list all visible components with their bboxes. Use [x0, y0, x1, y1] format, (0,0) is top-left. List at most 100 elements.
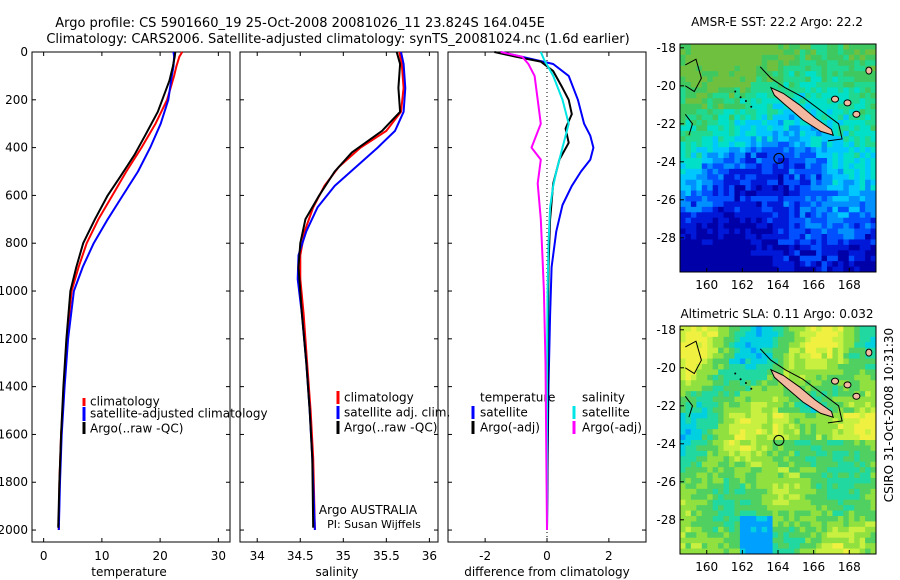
sla-map-cell	[767, 336, 774, 343]
sst-map-cell	[729, 201, 736, 208]
sla-map-cell	[816, 423, 823, 430]
sla-map-cell	[729, 537, 736, 544]
sla-map-cell	[848, 537, 855, 544]
sst-map-cell	[778, 244, 785, 251]
sst-map-cell	[739, 141, 746, 148]
sla-map-cell	[756, 445, 763, 452]
sla-map-cell	[848, 326, 855, 333]
sst-map-cell	[772, 109, 779, 116]
sst-map-cell	[832, 266, 839, 272]
sla-map-cell	[805, 385, 812, 392]
sst-map-cell	[799, 174, 806, 181]
sst-map-cell	[729, 266, 736, 272]
sst-map-cell	[690, 255, 697, 262]
sst-map-cell	[723, 109, 730, 116]
sla-map-cell	[685, 402, 692, 409]
sst-map-cell	[750, 136, 757, 143]
sst-map-cell	[854, 152, 861, 159]
sst-map-cell	[859, 147, 866, 154]
sla-map-cell	[810, 505, 817, 512]
sst-map-cell	[843, 65, 850, 72]
sla-map-cell	[734, 336, 741, 343]
sla-map-cell	[865, 461, 872, 468]
sst-map-cell	[827, 82, 834, 89]
sla-map-cell	[772, 326, 779, 333]
sla-map-cell	[837, 543, 844, 550]
sla-map-cell	[729, 364, 736, 371]
sla-map-cell	[859, 440, 866, 447]
sla-map-cell	[799, 467, 806, 474]
sst-map-cell	[799, 234, 806, 241]
sst-map-cell	[696, 201, 703, 208]
sla-map-cell	[761, 494, 768, 501]
sst-map-cell	[739, 266, 746, 272]
sla-map-cell	[799, 488, 806, 495]
sla-map-cell	[859, 548, 866, 554]
sla-map-cell	[783, 440, 790, 447]
sst-map-cell	[729, 65, 736, 72]
sla-map-cell	[767, 358, 774, 365]
sla-map-cell	[859, 358, 866, 365]
sla-map-cell	[810, 488, 817, 495]
sst-map-lagoon-contour	[759, 66, 843, 142]
sla-map-cell	[837, 461, 844, 468]
sla-map-cell	[690, 434, 697, 441]
sla-map-cell	[772, 385, 779, 392]
sla-map-cell	[718, 429, 725, 436]
sla-map-cell	[788, 516, 795, 523]
sst-map-cell	[865, 103, 872, 110]
sst-map-cell	[832, 223, 839, 230]
sla-map-cell	[701, 461, 708, 468]
sst-map-cell	[690, 212, 697, 219]
sst-map-cell	[680, 239, 687, 246]
sst-map-cell	[859, 92, 866, 99]
sst-map-cell	[712, 141, 719, 148]
sla-map-cell	[854, 548, 861, 554]
sla-map-cell	[848, 418, 855, 425]
sla-map-cell	[794, 336, 801, 343]
sla-map-cell	[761, 488, 768, 495]
sst-map-cell	[761, 196, 768, 203]
sla-map-cell	[767, 380, 774, 387]
sla-map-cell	[843, 461, 850, 468]
sla-map-cell	[680, 478, 687, 485]
sla-map-cell	[816, 548, 823, 554]
sla-map-cell	[788, 336, 795, 343]
sst-map-cell	[848, 141, 855, 148]
sst-map-cell	[734, 179, 741, 186]
sst-map-cell	[870, 60, 876, 67]
sst-map-cell	[723, 244, 730, 251]
sst-map-cell	[712, 103, 719, 110]
sla-map-cell	[723, 434, 730, 441]
sst-map-cell	[799, 206, 806, 213]
sst-map-cell	[859, 196, 866, 203]
sst-map-cell	[854, 266, 861, 272]
sla-map-cell	[832, 396, 839, 403]
sst-map-cell	[712, 130, 719, 137]
sst-map-cell	[848, 65, 855, 72]
sst-map-cell	[805, 136, 812, 143]
sst-map-cell	[848, 163, 855, 170]
sst-map-cell	[816, 158, 823, 165]
sla-map-cell	[690, 494, 697, 501]
sla-map-cell	[701, 407, 708, 414]
sla-map-cell	[865, 336, 872, 343]
sla-map-cell	[701, 353, 708, 360]
salinity-xtick-label: 35	[336, 549, 351, 563]
sla-map-cell	[723, 505, 730, 512]
sst-map-cell	[712, 136, 719, 143]
sst-map-cell	[854, 255, 861, 262]
sla-map-cell	[701, 478, 708, 485]
sst-map-cell	[788, 71, 795, 78]
sla-map-cell	[767, 429, 774, 436]
sla-map-cell	[854, 326, 861, 333]
sst-map-cell	[680, 217, 687, 224]
sla-map-cell	[778, 494, 785, 501]
sst-map-cell	[805, 87, 812, 94]
sla-map-lat-tick-label: -28	[656, 513, 676, 527]
sla-map-cell	[685, 505, 692, 512]
sla-map-cell	[837, 516, 844, 523]
sst-map-cell	[690, 147, 697, 154]
sst-map-cell	[827, 120, 834, 127]
sst-map-cell	[745, 228, 752, 235]
